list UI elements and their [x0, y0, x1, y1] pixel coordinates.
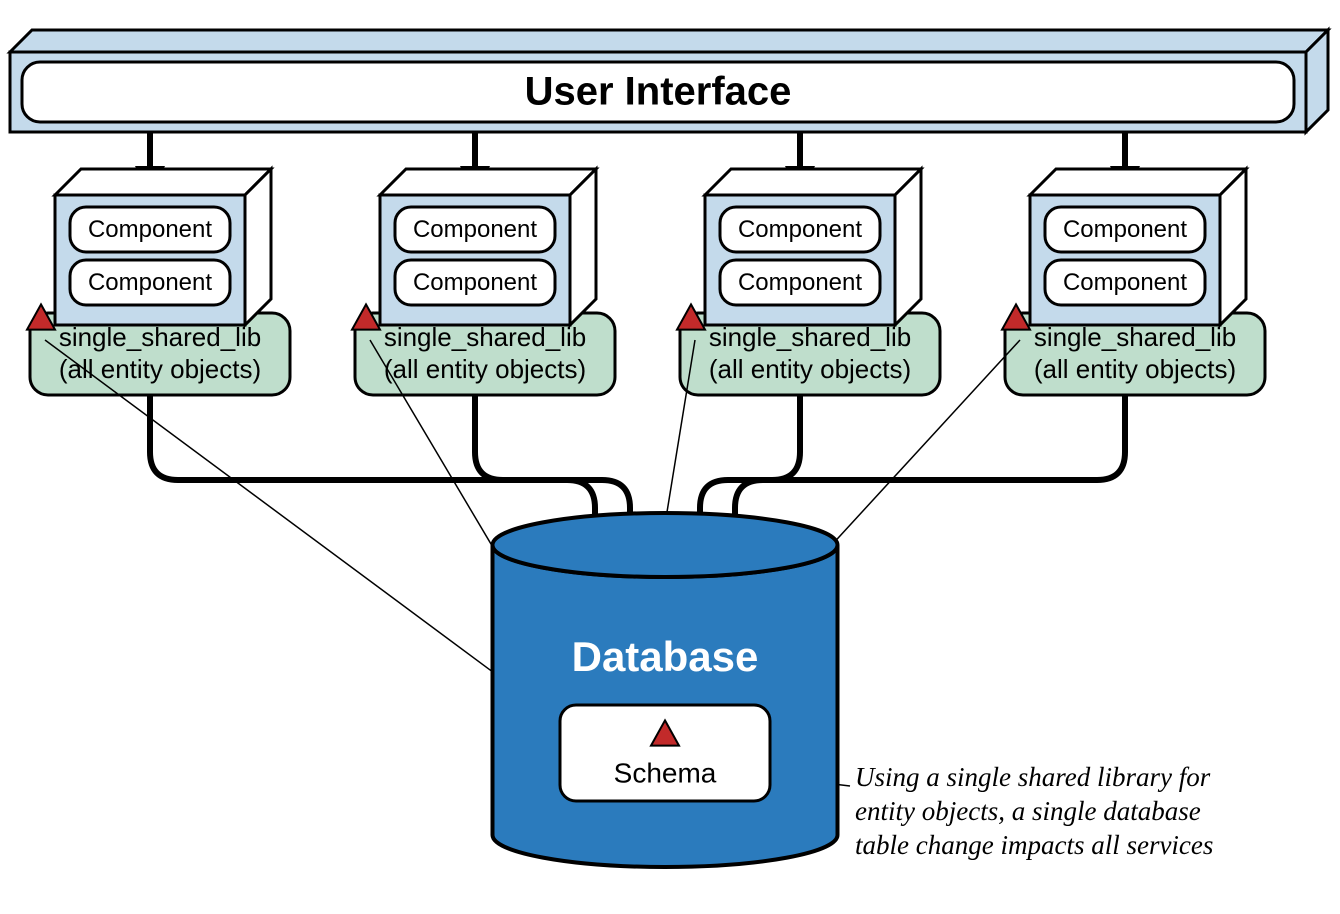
annotation-text-1: Using a single shared library for [855, 762, 1211, 792]
shared-lib-label-2: (all entity objects) [1034, 354, 1236, 384]
shared-lib-label-2: (all entity objects) [709, 354, 911, 384]
database-label: Database [572, 633, 759, 680]
shared-lib-label-1: single_shared_lib [384, 322, 586, 352]
shared-lib-label-1: single_shared_lib [1034, 322, 1236, 352]
ui-bar: User Interface [10, 30, 1328, 132]
database: Database Schema [493, 513, 838, 867]
component-label: Component [413, 216, 537, 243]
annotation-text-3: table change impacts all services [855, 830, 1213, 860]
shared-lib-label-2: (all entity objects) [384, 354, 586, 384]
annotation-caption: Using a single shared library for entity … [855, 762, 1213, 860]
shared-lib-label-1: single_shared_lib [709, 322, 911, 352]
shared-lib-label-2: (all entity objects) [59, 354, 261, 384]
component-label: Component [738, 216, 862, 243]
ui-bar-label: User Interface [525, 70, 792, 114]
annotation-text-2: entity objects, a single database [855, 796, 1201, 826]
service-1: Component Component single_shared_lib(all … [352, 169, 615, 395]
component-label: Component [88, 269, 212, 296]
service-0: Component Component single_shared_lib(all … [27, 169, 290, 395]
service-2: Component Component single_shared_lib(all … [677, 169, 940, 395]
component-label: Component [88, 216, 212, 243]
shared-lib-label-1: single_shared_lib [59, 322, 261, 352]
component-label: Component [413, 269, 537, 296]
service-3: Component Component single_shared_lib(all … [1002, 169, 1265, 395]
component-label: Component [738, 269, 862, 296]
component-label: Component [1063, 269, 1187, 296]
component-label: Component [1063, 216, 1187, 243]
schema-label: Schema [614, 757, 717, 788]
